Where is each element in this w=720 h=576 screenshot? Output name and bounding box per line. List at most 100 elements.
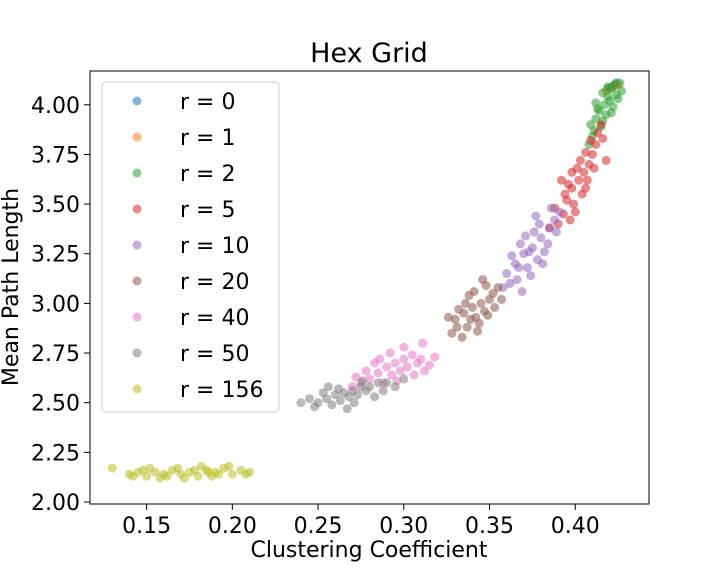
y-tick-label-5: 3.25 [31, 243, 80, 268]
point-4-16 [543, 239, 553, 249]
point-4-17 [521, 231, 530, 241]
point-6-14 [425, 360, 434, 370]
point-8-26 [224, 461, 234, 471]
point-8-21 [179, 473, 189, 483]
point-5-17 [490, 302, 500, 312]
point-4-23 [517, 287, 527, 296]
point-7-7 [373, 378, 383, 388]
x-tick-label-4: 0.35 [465, 514, 514, 539]
legend-label-7: r = 50 [180, 342, 249, 367]
point-8-17 [173, 463, 182, 473]
point-4-20 [546, 203, 556, 213]
legend-label-4: r = 10 [180, 234, 249, 259]
point-6-0 [365, 374, 374, 384]
point-3-18 [575, 155, 585, 165]
point-2-8 [598, 88, 608, 98]
point-6-1 [373, 368, 383, 378]
point-6-8 [387, 370, 397, 380]
legend-box [101, 81, 280, 413]
point-6-2 [382, 362, 392, 372]
x-tick-label-1: 0.20 [208, 514, 257, 539]
point-6-3 [390, 358, 400, 368]
point-4-10 [505, 279, 515, 288]
point-6-4 [399, 354, 409, 364]
y-tick-label-8: 4.00 [31, 94, 80, 119]
point-3-20 [570, 207, 580, 217]
point-7-10 [344, 392, 354, 402]
point-7-16 [390, 382, 400, 392]
legend-marker-2 [132, 168, 142, 178]
point-3-21 [589, 163, 599, 173]
point-8-27 [128, 471, 138, 481]
point-2-21 [613, 94, 623, 104]
chart-title: Hex Grid [310, 38, 428, 69]
point-6-24 [351, 372, 361, 382]
series-7 [296, 374, 409, 414]
point-4-6 [522, 263, 532, 273]
point-7-23 [378, 386, 388, 396]
point-6-12 [402, 362, 412, 372]
point-7-22 [310, 402, 320, 412]
point-5-2 [467, 302, 477, 312]
point-3-5 [587, 149, 597, 159]
series-4 [498, 203, 565, 296]
series-3 [545, 120, 611, 233]
point-4-5 [545, 223, 554, 233]
point-5-5 [462, 322, 472, 332]
point-4-21 [507, 251, 517, 261]
point-4-26 [514, 263, 524, 273]
point-4-9 [539, 247, 549, 257]
point-6-21 [409, 370, 419, 380]
plot-frame [89, 70, 650, 505]
point-3-2 [574, 175, 584, 185]
point-5-16 [469, 287, 479, 296]
y-tick-label-4: 3.00 [31, 292, 80, 317]
point-7-20 [370, 392, 380, 402]
point-7-25 [349, 398, 359, 408]
point-8-28 [241, 469, 251, 479]
point-3-10 [563, 179, 573, 189]
x-tick-label-5: 0.40 [551, 514, 600, 539]
point-4-18 [534, 219, 544, 229]
point-8-24 [145, 463, 155, 473]
point-3-25 [557, 175, 566, 185]
point-5-0 [450, 314, 460, 324]
series-2 [584, 78, 627, 149]
point-6-9 [395, 366, 405, 376]
point-7-15 [382, 378, 392, 388]
point-5-18 [443, 312, 453, 322]
point-6-5 [407, 350, 417, 360]
point-7-18 [342, 404, 352, 414]
y-axis-label: Mean Path Length [0, 188, 24, 386]
point-7-12 [305, 394, 314, 404]
point-4-14 [529, 227, 539, 237]
point-6-17 [419, 366, 429, 376]
point-8-16 [155, 473, 165, 483]
point-4-13 [555, 207, 565, 217]
x-tick-label-3: 0.30 [379, 514, 428, 539]
point-4-27 [551, 227, 561, 237]
point-4-0 [502, 269, 512, 279]
point-5-24 [473, 326, 482, 336]
series-5 [443, 275, 506, 342]
series-8 [107, 461, 254, 483]
point-7-21 [358, 376, 368, 386]
x-tick-label-0: 0.15 [122, 514, 171, 539]
legend: r = 0 r = 1 r = 2 r = 5 r = 10 r = 20 r = 40 r … [101, 81, 280, 413]
point-7-11 [353, 390, 362, 400]
point-3-11 [582, 175, 592, 185]
point-3-15 [593, 128, 603, 138]
legend-label-2: r = 2 [180, 162, 235, 187]
point-3-16 [596, 120, 606, 130]
y-tick-label-7: 3.75 [31, 143, 80, 168]
point-7-9 [335, 396, 345, 406]
point-8-15 [107, 463, 117, 473]
point-7-14 [361, 386, 371, 396]
point-5-22 [452, 322, 462, 332]
point-8-12 [227, 469, 237, 479]
point-5-14 [483, 310, 493, 320]
point-2-22 [591, 98, 601, 108]
point-5-10 [488, 289, 498, 298]
point-2-6 [591, 114, 601, 124]
